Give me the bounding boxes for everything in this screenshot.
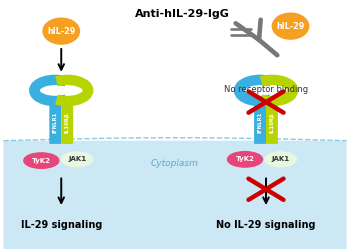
Text: No IL-29 signaling: No IL-29 signaling [216, 220, 316, 230]
Text: JAK1: JAK1 [68, 156, 86, 162]
Ellipse shape [265, 152, 297, 167]
Text: IFNLR1: IFNLR1 [258, 112, 262, 133]
Text: IL10Rβ: IL10Rβ [65, 112, 70, 133]
Circle shape [272, 13, 309, 39]
Text: hIL-29: hIL-29 [276, 22, 304, 31]
Text: IL-29 signaling: IL-29 signaling [21, 220, 102, 230]
Text: TyK2: TyK2 [236, 156, 254, 162]
Ellipse shape [24, 153, 59, 168]
Text: TyK2: TyK2 [32, 158, 51, 164]
Ellipse shape [61, 152, 93, 167]
FancyBboxPatch shape [61, 101, 73, 144]
Text: IL10Rβ: IL10Rβ [270, 112, 274, 133]
Ellipse shape [228, 152, 262, 167]
FancyBboxPatch shape [254, 101, 266, 144]
FancyBboxPatch shape [4, 141, 346, 249]
Text: IFNLR1: IFNLR1 [53, 112, 58, 133]
Text: Cytoplasm: Cytoplasm [151, 159, 199, 168]
Text: No receptor binding: No receptor binding [224, 85, 308, 94]
FancyBboxPatch shape [266, 101, 278, 144]
Circle shape [43, 18, 79, 44]
Text: JAK1: JAK1 [272, 156, 290, 162]
Text: Anti-hIL-29-IgG: Anti-hIL-29-IgG [134, 9, 230, 19]
Text: hIL-29: hIL-29 [47, 27, 75, 36]
FancyBboxPatch shape [49, 101, 61, 144]
